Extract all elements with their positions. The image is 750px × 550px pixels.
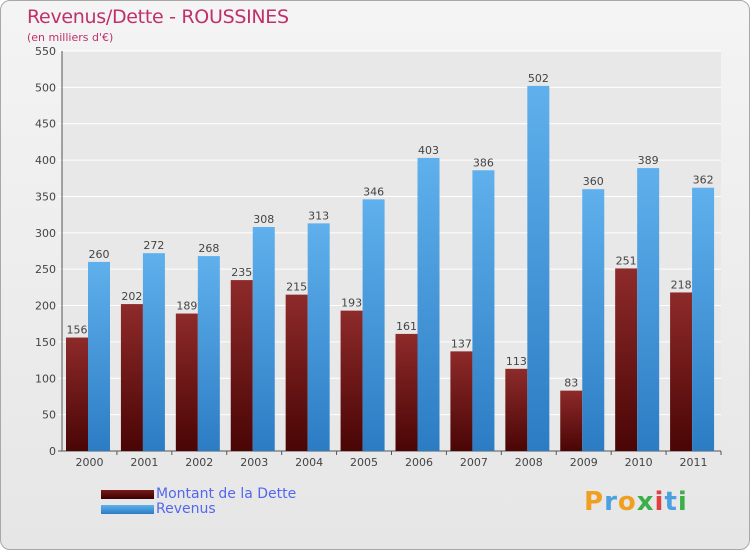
data-label: 193 [341,297,362,310]
legend-swatch-revenus [101,505,154,514]
x-tick-label: 2010 [625,456,653,469]
data-label: 251 [616,254,637,267]
bar-revenus [417,157,440,451]
bar-dette [505,368,528,451]
bar-revenus [637,168,660,451]
x-tick-label: 2000 [75,456,103,469]
y-tick-label: 300 [35,227,56,240]
plot-area: 0 50 100 150 200 250 300 350 400 450 500 550 156 260 2… [35,45,722,469]
bar-dette [175,313,198,451]
bar-revenus [692,187,715,451]
bar-dette [285,294,308,451]
x-tick-label: 2004 [295,456,323,469]
data-label: 202 [121,290,142,303]
x-tick-label: 2009 [570,456,598,469]
data-label: 360 [583,175,604,188]
legend-swatch-dette [101,490,154,499]
data-label: 113 [506,355,527,368]
chart-title: Revenus/Dette - ROUSSINES [27,6,289,28]
bar-revenus [582,189,605,451]
proxiti-logo: Proxiti [584,487,688,517]
y-tick-label: 100 [35,372,56,385]
bar-revenus [472,170,495,452]
data-label: 218 [671,278,692,291]
data-label: 83 [564,377,578,390]
bar-dette [560,390,583,451]
data-label: 308 [253,213,274,226]
data-label: 362 [693,174,714,187]
data-label: 189 [176,300,197,313]
x-tick-label: 2008 [515,456,543,469]
data-label: 137 [451,337,472,350]
bar-revenus [197,256,220,451]
y-tick-label: 150 [35,336,56,349]
data-label: 215 [286,281,307,294]
bar-dette [450,351,473,451]
y-tick-label: 50 [42,409,56,422]
bar-revenus [362,199,385,451]
bar-revenus [307,223,330,451]
data-label: 268 [198,242,219,255]
bar-revenus [88,261,110,451]
y-tick-label: 350 [35,190,56,203]
y-tick-label: 500 [35,81,56,94]
bar-dette [670,292,693,451]
chart-subtitle: (en milliers d'€) [27,31,114,44]
bar-dette [340,310,363,451]
data-label: 313 [308,209,329,222]
data-label: 272 [143,239,164,252]
bar-dette [395,333,418,451]
bar-dette [120,304,143,451]
x-tick-label: 2005 [350,456,378,469]
bar-dette [66,337,88,451]
bar-dette [230,280,253,451]
bar-revenus [527,85,550,451]
bar-revenus [142,253,165,451]
x-tick-label: 2011 [680,456,708,469]
y-tick-label: 200 [35,300,56,313]
y-tick-label: 250 [35,263,56,276]
plot-background [62,51,721,451]
x-tick-label: 2003 [240,456,268,469]
data-label: 386 [473,156,494,169]
bar-revenus [252,227,275,451]
x-tick-label: 2006 [405,456,433,469]
bar-dette [615,268,638,451]
data-label: 161 [396,320,417,333]
data-label: 260 [89,248,110,261]
y-tick-label: 550 [35,45,56,58]
data-label: 346 [363,185,384,198]
data-label: 235 [231,266,252,279]
data-label: 502 [528,72,549,85]
y-tick-label: 400 [35,154,56,167]
data-label: 389 [638,154,659,167]
y-tick-label: 0 [49,445,56,458]
legend-label-revenus: Revenus [156,501,216,517]
x-tick-label: 2002 [185,456,213,469]
data-label: 403 [418,144,439,157]
data-label: 156 [67,324,88,337]
x-tick-label: 2007 [460,456,488,469]
x-tick-label: 2001 [130,456,158,469]
legend-label-dette: Montant de la Dette [156,486,297,502]
y-tick-label: 450 [35,118,56,131]
